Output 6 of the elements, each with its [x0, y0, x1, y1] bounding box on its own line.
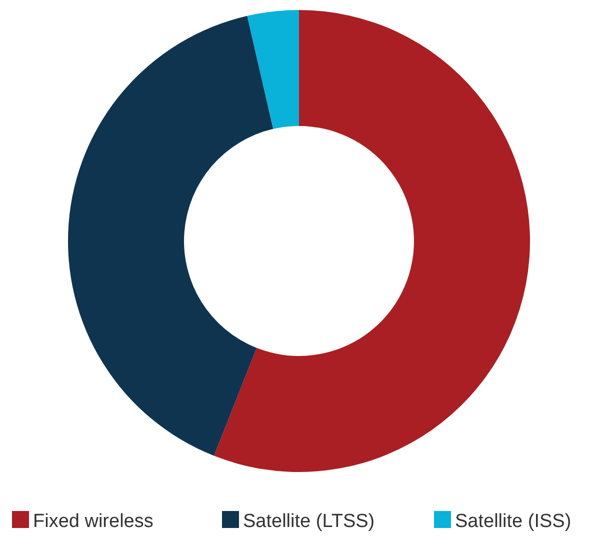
donut-slice — [247, 10, 299, 129]
donut-slice — [68, 16, 274, 456]
legend-label: Satellite (LTSS) — [243, 511, 375, 532]
donut-slice — [214, 10, 530, 472]
legend-label: Satellite (ISS) — [455, 511, 572, 532]
legend-label: Fixed wireless — [33, 511, 154, 532]
